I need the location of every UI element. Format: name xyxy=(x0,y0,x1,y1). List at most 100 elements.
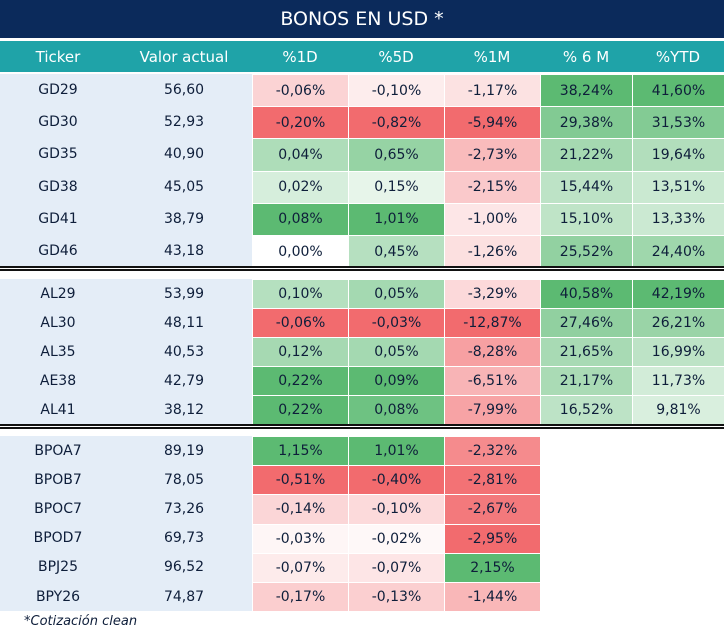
ticker-cell: AE38 xyxy=(0,366,116,395)
change-cell-ytd xyxy=(632,552,724,582)
change-cell-m1: -2,67% xyxy=(444,494,540,524)
change-cell-d1: 0,10% xyxy=(252,279,348,308)
change-cell-d5: 0,05% xyxy=(348,337,444,366)
change-cell-d1: -0,06% xyxy=(252,308,348,337)
change-cell-m1: -1,44% xyxy=(444,582,540,612)
change-cell-d1: -0,14% xyxy=(252,494,348,524)
ticker-cell: GD46 xyxy=(0,235,116,268)
price-cell: 38,12 xyxy=(116,395,252,424)
change-cell-m1: -1,00% xyxy=(444,202,540,235)
price-cell: 52,93 xyxy=(116,106,252,139)
change-cell-m1: -1,17% xyxy=(444,74,540,107)
change-cell-m6: 29,38% xyxy=(540,106,632,139)
change-cell-ytd: 16,99% xyxy=(632,337,724,366)
table-title: BONOS EN USD * xyxy=(0,0,724,38)
price-cell: 48,11 xyxy=(116,308,252,337)
change-cell-ytd: 9,81% xyxy=(632,395,724,424)
price-cell: 43,18 xyxy=(116,235,252,268)
change-cell-m6: 16,52% xyxy=(540,395,632,424)
change-cell-m1: -7,99% xyxy=(444,395,540,424)
change-cell-ytd: 13,33% xyxy=(632,202,724,235)
group-separator xyxy=(0,424,724,429)
change-cell-m1: -2,95% xyxy=(444,523,540,553)
change-cell-d5: -0,10% xyxy=(348,494,444,524)
ticker-cell: BPY26 xyxy=(0,582,116,612)
change-cell-d1: -0,17% xyxy=(252,582,348,612)
change-cell-m6 xyxy=(540,465,632,495)
table-header: Ticker Valor actual %1D %5D %1M % 6 M %YTD xyxy=(0,41,724,72)
change-cell-ytd xyxy=(632,523,724,553)
change-cell-d1: 0,00% xyxy=(252,235,348,268)
change-cell-d5: -0,02% xyxy=(348,523,444,553)
ticker-cell: AL35 xyxy=(0,337,116,366)
change-cell-d5: 1,01% xyxy=(348,202,444,235)
change-cell-d5: -0,40% xyxy=(348,465,444,495)
ticker-cell: GD35 xyxy=(0,138,116,171)
price-cell: 45,05 xyxy=(116,170,252,203)
change-cell-m6: 40,58% xyxy=(540,279,632,308)
column-header: % 6 M xyxy=(562,47,610,66)
ticker-cell: AL29 xyxy=(0,279,116,308)
change-cell-ytd: 42,19% xyxy=(632,279,724,308)
change-cell-ytd xyxy=(632,465,724,495)
change-cell-m1: -12,87% xyxy=(444,308,540,337)
ticker-cell: BPOA7 xyxy=(0,436,116,466)
ticker-cell: GD30 xyxy=(0,106,116,139)
change-cell-ytd: 26,21% xyxy=(632,308,724,337)
change-cell-m6: 38,24% xyxy=(540,74,632,107)
change-cell-d5: -0,07% xyxy=(348,552,444,582)
change-cell-d5: 1,01% xyxy=(348,436,444,466)
change-cell-ytd: 24,40% xyxy=(632,235,724,268)
change-cell-d5: -0,10% xyxy=(348,74,444,107)
change-cell-ytd xyxy=(632,436,724,466)
ticker-cell: BPOC7 xyxy=(0,494,116,524)
column-header: %1M xyxy=(473,47,511,66)
price-cell: 40,90 xyxy=(116,138,252,171)
change-cell-d5: 0,08% xyxy=(348,395,444,424)
change-cell-ytd: 41,60% xyxy=(632,74,724,107)
ticker-cell: GD29 xyxy=(0,74,116,107)
change-cell-d1: 0,12% xyxy=(252,337,348,366)
price-cell: 56,60 xyxy=(116,74,252,107)
change-cell-d1: -0,06% xyxy=(252,74,348,107)
change-cell-m6: 15,10% xyxy=(540,202,632,235)
change-cell-ytd xyxy=(632,494,724,524)
footnote: *Cotización clean xyxy=(24,614,138,629)
change-cell-m1: -2,15% xyxy=(444,170,540,203)
change-cell-m6: 21,22% xyxy=(540,138,632,171)
price-cell: 96,52 xyxy=(116,552,252,582)
change-cell-d1: -0,51% xyxy=(252,465,348,495)
change-cell-d1: 0,22% xyxy=(252,366,348,395)
change-cell-d1: -0,03% xyxy=(252,523,348,553)
change-cell-m1: -1,26% xyxy=(444,235,540,268)
change-cell-m6: 21,65% xyxy=(540,337,632,366)
change-cell-m6: 27,46% xyxy=(540,308,632,337)
change-cell-m1: -8,28% xyxy=(444,337,540,366)
change-cell-ytd xyxy=(632,582,724,612)
change-cell-d1: 1,15% xyxy=(252,436,348,466)
column-header: %5D xyxy=(378,47,414,66)
column-header: %1D xyxy=(282,47,318,66)
change-cell-d1: 0,08% xyxy=(252,202,348,235)
change-cell-ytd: 11,73% xyxy=(632,366,724,395)
price-cell: 74,87 xyxy=(116,582,252,612)
ticker-cell: BPOB7 xyxy=(0,465,116,495)
change-cell-d5: 0,65% xyxy=(348,138,444,171)
column-header: Valor actual xyxy=(139,47,229,66)
change-cell-d1: 0,04% xyxy=(252,138,348,171)
price-cell: 69,73 xyxy=(116,523,252,553)
change-cell-d5: 0,15% xyxy=(348,170,444,203)
price-cell: 42,79 xyxy=(116,366,252,395)
change-cell-m6 xyxy=(540,552,632,582)
ticker-cell: GD41 xyxy=(0,202,116,235)
change-cell-m6: 25,52% xyxy=(540,235,632,268)
change-cell-m1: -6,51% xyxy=(444,366,540,395)
change-cell-m6 xyxy=(540,523,632,553)
change-cell-m1: -2,73% xyxy=(444,138,540,171)
change-cell-m1: -2,32% xyxy=(444,436,540,466)
change-cell-d5: -0,13% xyxy=(348,582,444,612)
change-cell-d5: -0,03% xyxy=(348,308,444,337)
price-cell: 78,05 xyxy=(116,465,252,495)
change-cell-m1: -2,81% xyxy=(444,465,540,495)
change-cell-ytd: 13,51% xyxy=(632,170,724,203)
